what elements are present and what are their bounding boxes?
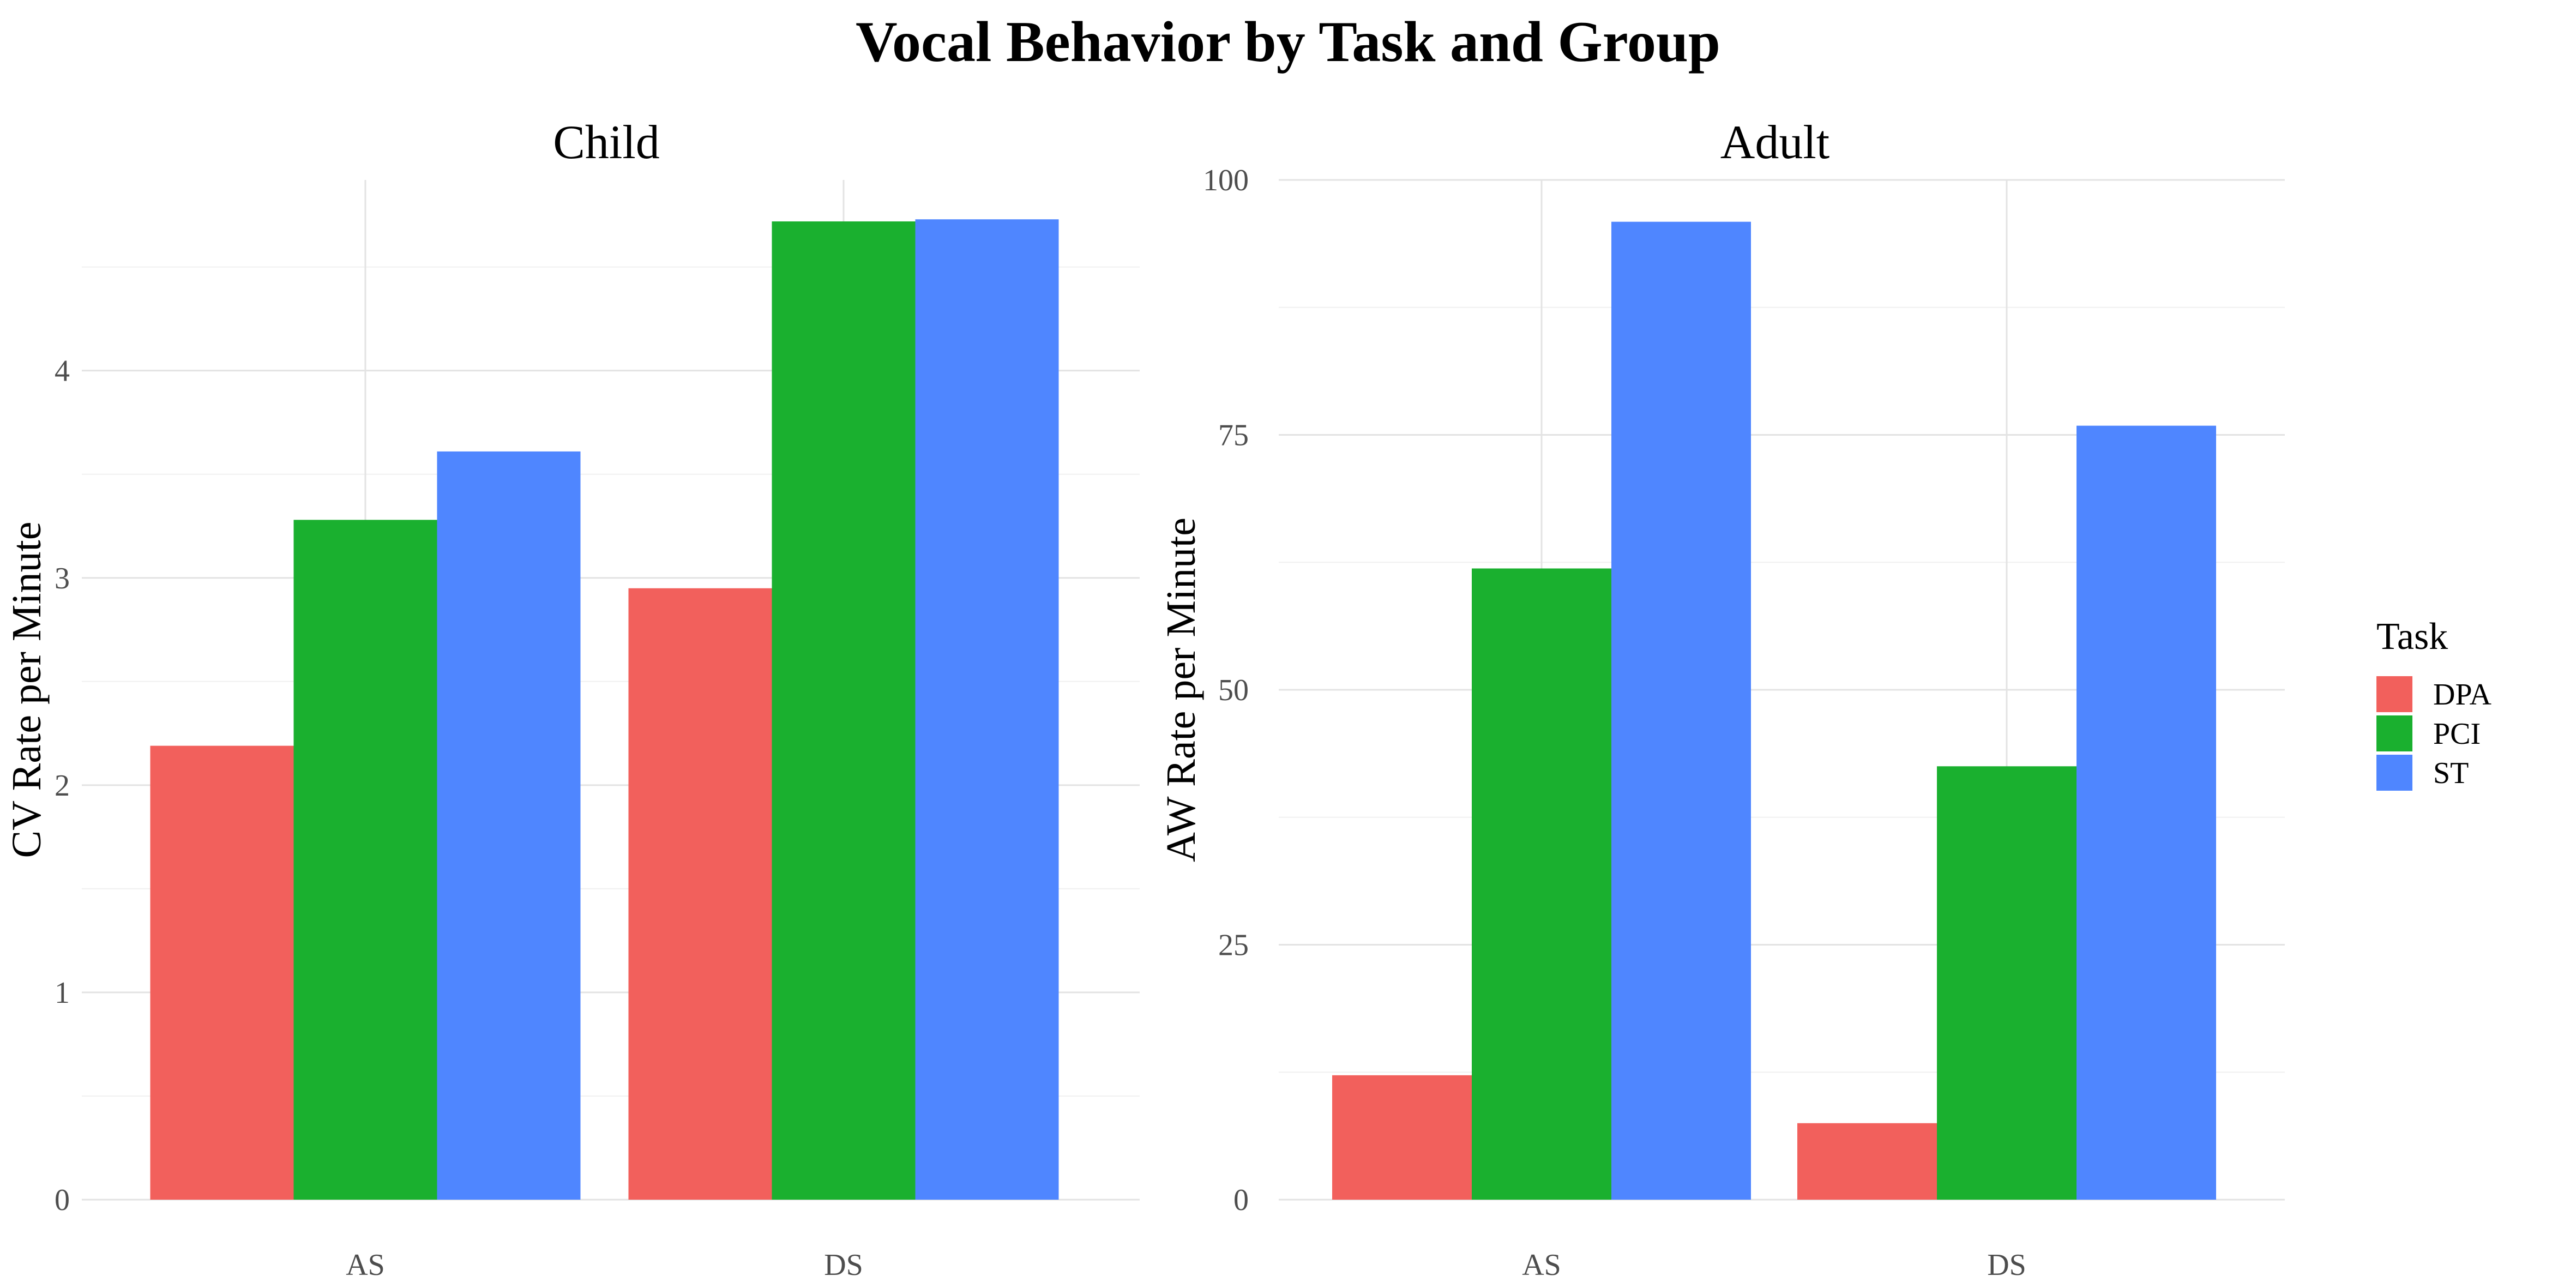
bar-st-as [1611,221,1751,1200]
y-tick-label: 0 [1233,1183,1249,1217]
y-tick-label: 25 [1218,929,1249,962]
facet-title: Child [553,116,660,169]
bar-pci-as [1472,568,1611,1200]
legend-swatch-pci [2376,715,2412,751]
legend-title: Task [2376,616,2448,658]
x-tick-label: DS [1987,1248,2026,1282]
facet-title: Adult [1720,116,1829,169]
x-tick-label: AS [346,1248,385,1282]
y-axis-title: AW Rate per Minute [1158,517,1204,862]
legend-label-pci: PCI [2433,717,2481,751]
bar-st-ds [915,219,1059,1200]
x-tick-label: AS [1522,1248,1561,1282]
y-tick-label: 100 [1203,164,1249,197]
y-tick-label: 75 [1218,419,1249,453]
legend: Task DPA PCI ST [2376,616,2491,791]
bar-dpa-as [1332,1075,1472,1200]
bar-dpa-as [150,745,294,1200]
x-tick-label: DS [824,1248,863,1282]
legend-swatch-st [2376,755,2412,791]
chart-title: Vocal Behavior by Task and Group [856,10,1720,74]
panel-adult: 0 25 50 75 100 AS DS Adult AW Rate per Minute [1158,116,2285,1282]
panel-child: 0 1 2 3 4 AS DS Child CV Rate per Minute [4,116,1140,1282]
bar-pci-as [293,520,437,1200]
y-tick-label: 4 [55,354,70,388]
bar-dpa-ds [1797,1123,1937,1200]
panels: 0 1 2 3 4 AS DS Child CV Rate per Minute 0 25 50 75 1… [4,116,2285,1282]
bar-dpa-ds [628,588,772,1200]
bar-pci-ds [1937,766,2077,1200]
bar-st-as [437,451,581,1200]
y-tick-label: 1 [55,976,70,1010]
bar-st-ds [2077,425,2216,1200]
legend-label-st: ST [2433,756,2469,790]
y-axis-title: CV Rate per Minute [4,521,50,858]
legend-swatch-dpa [2376,676,2412,712]
y-tick-label: 50 [1218,673,1249,707]
y-tick-label: 0 [55,1183,70,1217]
y-tick-label: 2 [55,769,70,803]
legend-label-dpa: DPA [2433,678,2491,712]
y-tick-label: 3 [55,562,70,595]
bar-pci-ds [772,221,916,1200]
